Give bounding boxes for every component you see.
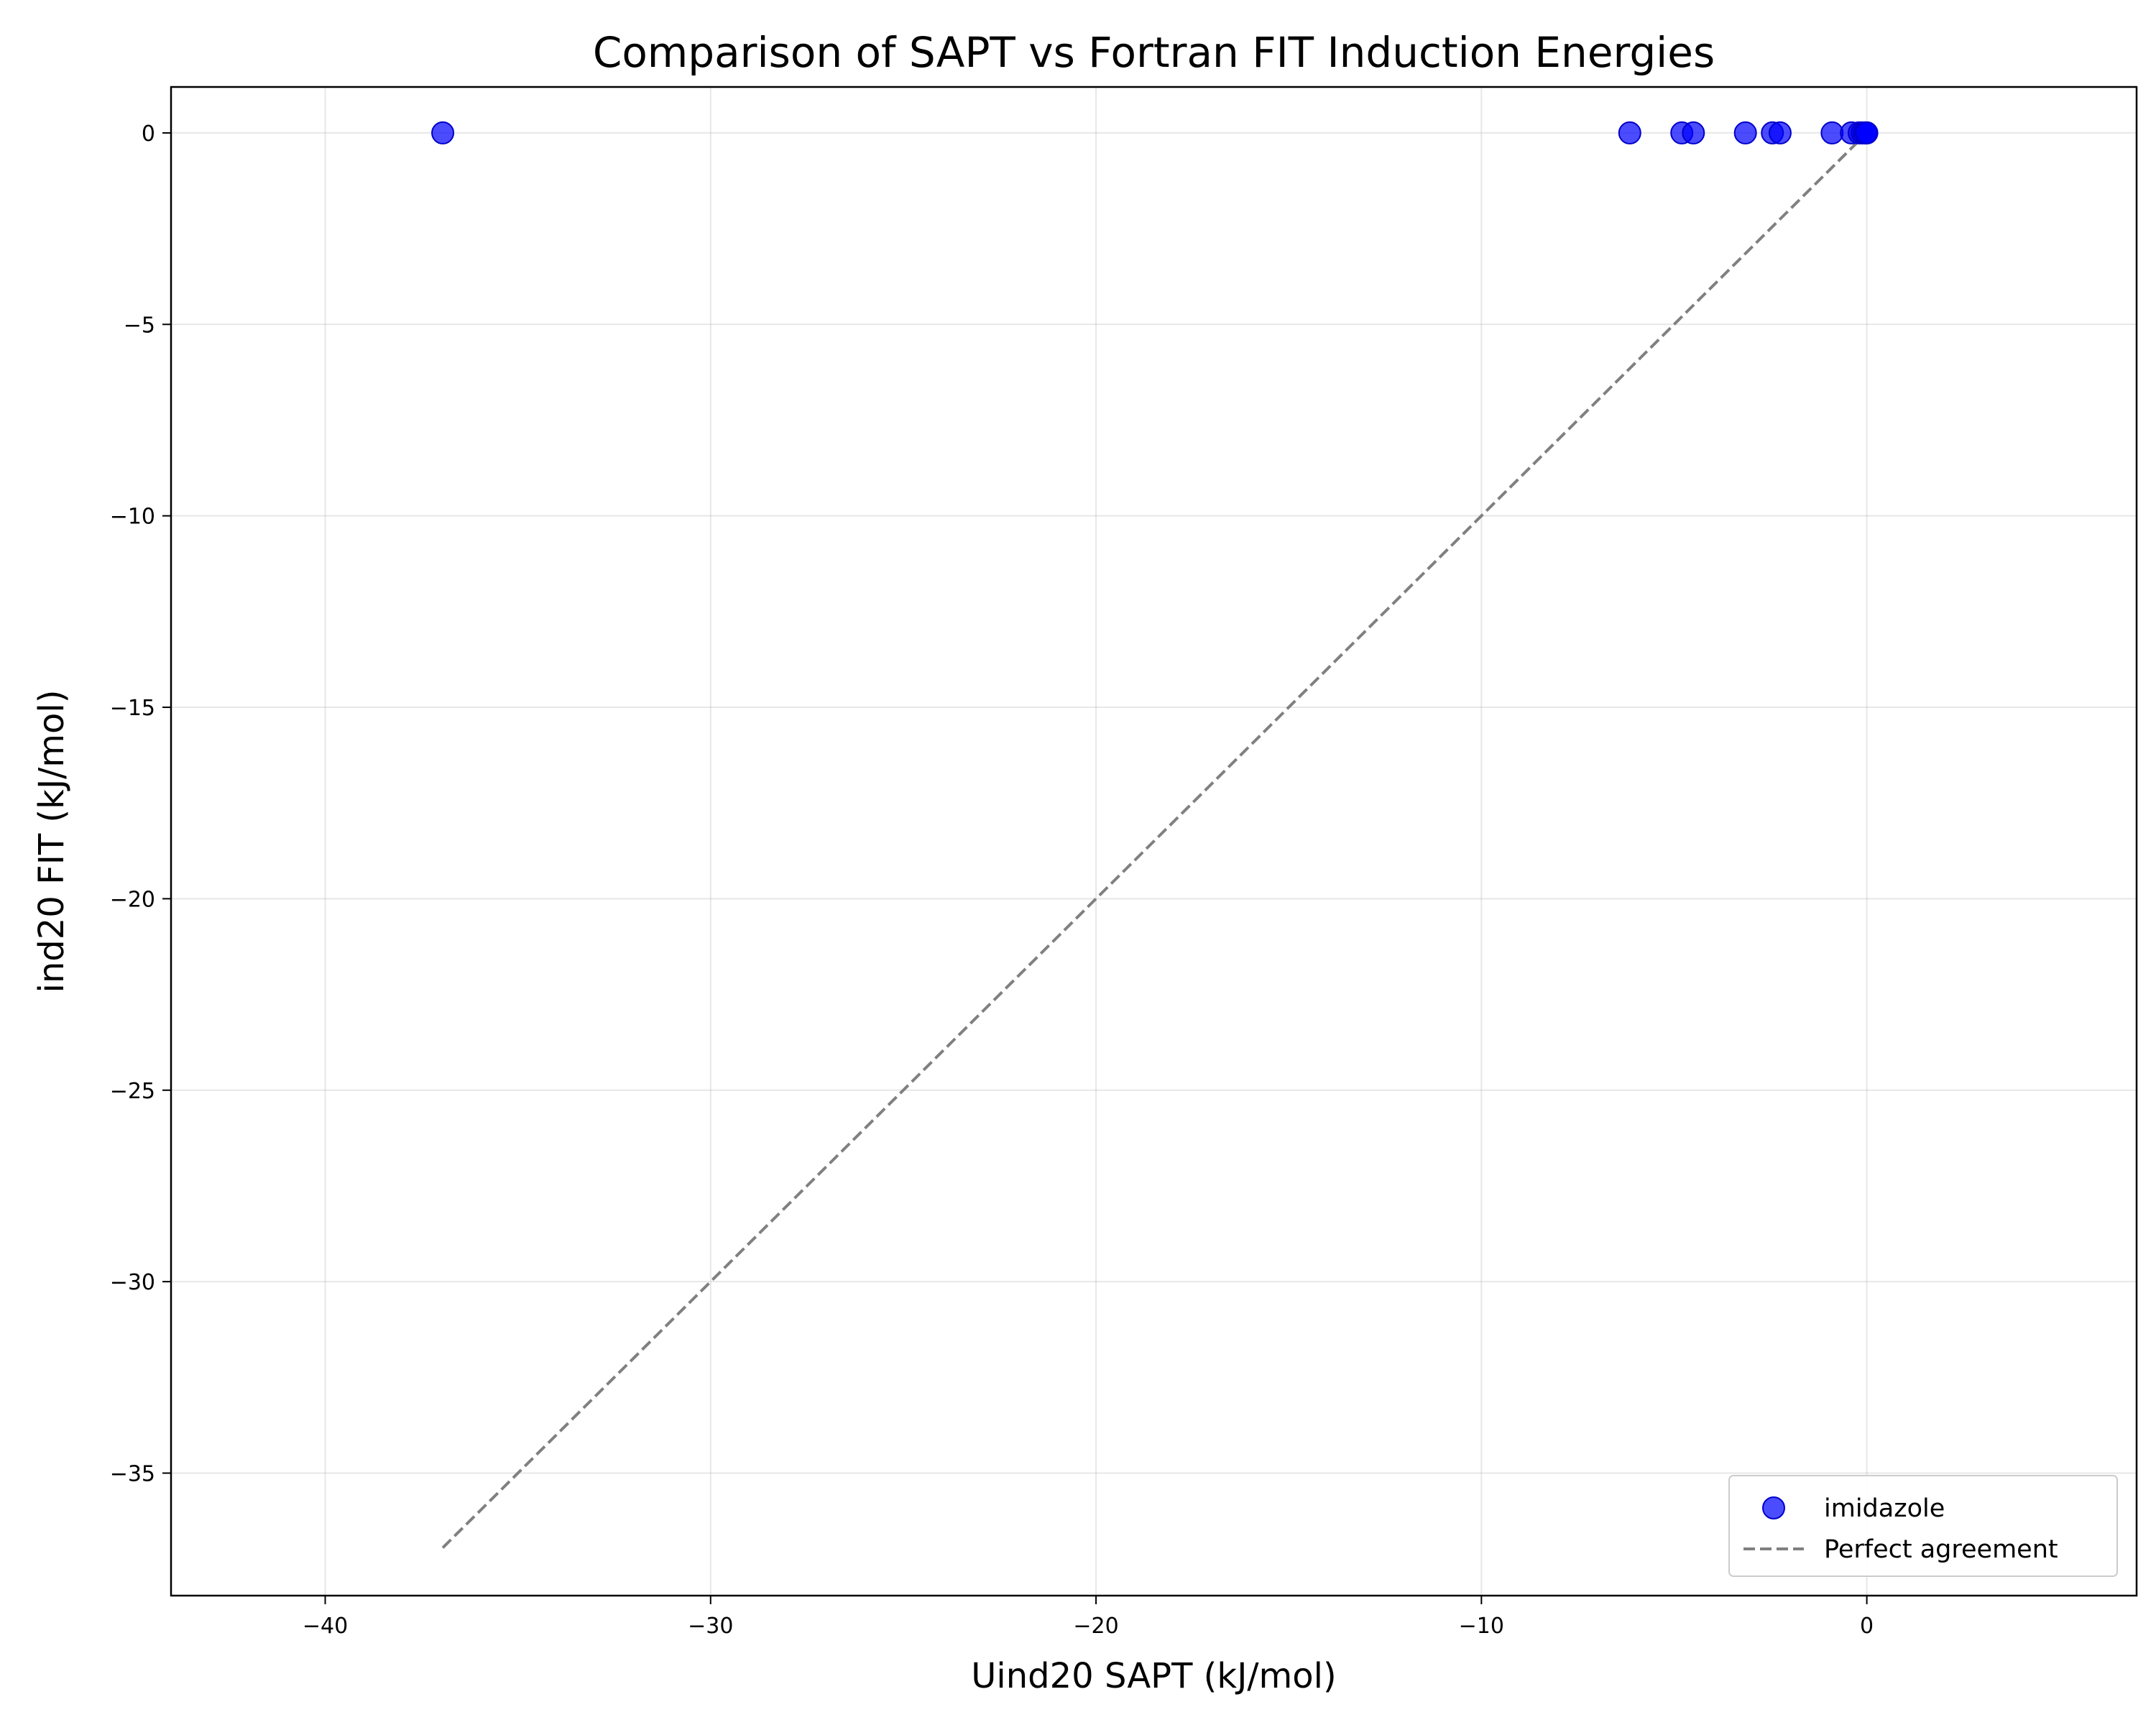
y-tick-label: −10 — [110, 505, 155, 530]
data-point — [1855, 121, 1879, 144]
data-point — [431, 121, 455, 144]
chart-title: Comparison of SAPT vs Fortran FIT Induct… — [593, 28, 1715, 77]
legend-box — [1728, 1475, 2118, 1577]
legend-marker-imidazole — [1762, 1496, 1785, 1519]
legend: imidazole Perfect agreement — [1728, 1475, 2118, 1577]
y-axis-label: ind20 FIT (kJ/mol) — [32, 690, 72, 993]
y-tick-label: 0 — [142, 121, 155, 147]
grid — [171, 87, 2137, 1596]
plot-series — [431, 121, 1879, 1549]
legend-label-perfect-agreement: Perfect agreement — [1824, 1535, 2058, 1564]
data-point — [1768, 121, 1792, 144]
y-tick-label: −30 — [110, 1270, 155, 1295]
y-tick-label: −35 — [110, 1462, 155, 1487]
x-tick-label: 0 — [1860, 1614, 1874, 1639]
x-tick-label: −20 — [1073, 1614, 1118, 1639]
x-tick-label: −30 — [688, 1614, 733, 1639]
data-point — [1618, 121, 1641, 144]
plot-frame — [170, 86, 2138, 1597]
x-axis-label: Uind20 SAPT (kJ/mol) — [971, 1656, 1336, 1696]
y-tick-label: −15 — [110, 696, 155, 721]
legend-label-imidazole: imidazole — [1824, 1494, 1945, 1523]
perfect-agreement-line — [441, 132, 1869, 1549]
y-tick-label: −5 — [124, 313, 155, 338]
x-tick-label: −10 — [1459, 1614, 1504, 1639]
y-tick-label: −20 — [110, 887, 155, 912]
x-tick-label: −40 — [303, 1614, 348, 1639]
data-point — [1820, 121, 1844, 144]
data-point — [1733, 121, 1757, 144]
y-tick-label: −25 — [110, 1079, 155, 1104]
data-point — [1682, 121, 1705, 144]
axis-ticks: −40 −30 −20 −10 0 0 −5 −10 −15 −20 −25 −30 −35 — [110, 121, 1874, 1639]
